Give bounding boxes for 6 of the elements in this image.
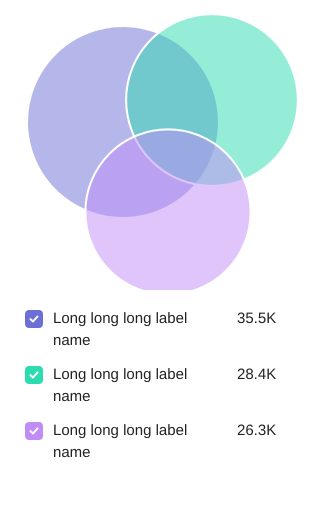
category-label: Long long long label name: [53, 309, 188, 351]
data-label: 26.3K: [237, 421, 276, 441]
category-label: Long long long label name: [53, 421, 188, 463]
category-label: Long long long label name: [53, 365, 188, 407]
data-label: 28.4K: [237, 365, 276, 385]
data-label: 35.5K: [237, 309, 276, 329]
